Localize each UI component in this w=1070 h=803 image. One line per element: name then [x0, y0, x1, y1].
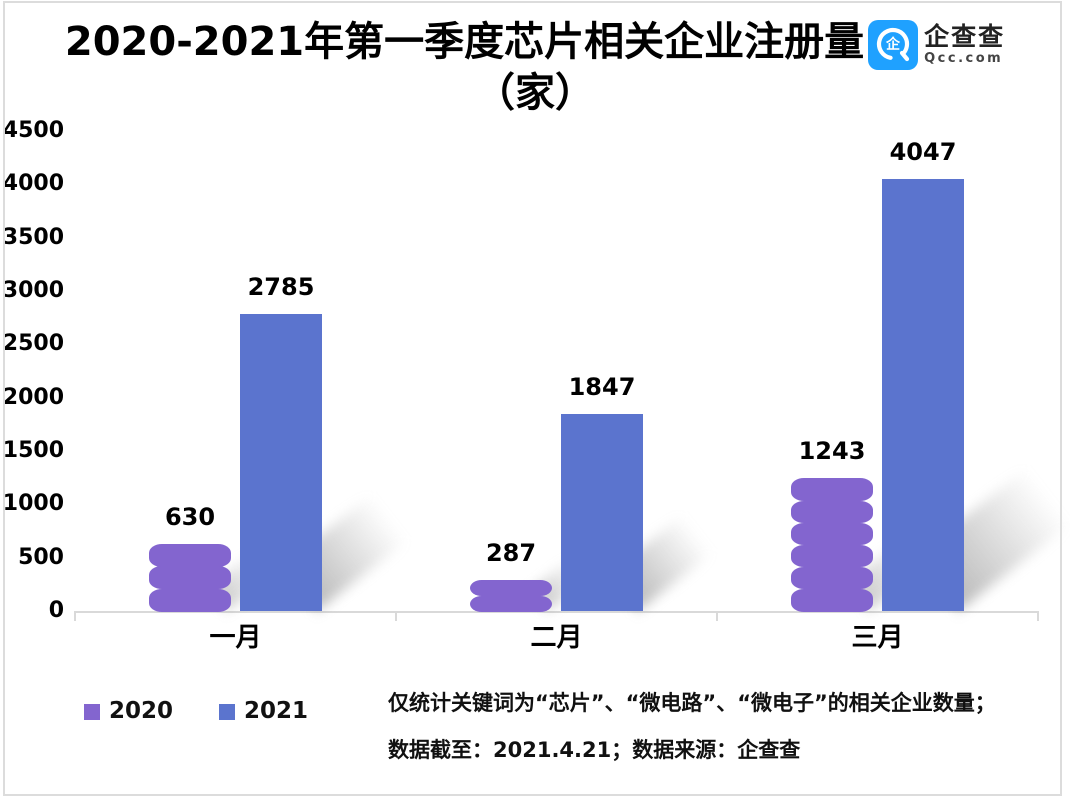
y-axis-tick-label: 3500	[2, 224, 64, 250]
logo-name: 企查查	[924, 22, 1006, 52]
bar-value-label: 1243	[798, 437, 866, 466]
legend-swatch	[219, 703, 236, 720]
bar-2020-一月	[149, 543, 231, 612]
legend-label: 2020	[109, 698, 174, 724]
bar-segment	[791, 478, 873, 502]
legend-item-2021: 2021	[219, 700, 308, 723]
y-axis-tick-label: 1000	[2, 491, 64, 517]
legend-item-2020: 2020	[84, 700, 173, 723]
footnote-line2: 数据截至：2021.4.21；数据来源：企查查	[388, 738, 801, 762]
bar-segment	[791, 500, 873, 524]
logo-domain: Qcc.com	[924, 51, 1004, 67]
bar-segment	[791, 588, 873, 612]
x-axis-tick-mark	[395, 611, 397, 621]
bar-2020-三月	[791, 478, 873, 612]
x-axis-category-label: 二月	[530, 623, 583, 653]
y-axis-tick-label: 1500	[2, 438, 64, 463]
x-axis-tick-mark	[716, 611, 718, 621]
y-axis-tick-label: 4000	[2, 171, 64, 197]
legend: 2020 2021	[84, 700, 308, 723]
bar-segment	[791, 544, 873, 568]
bar-2021-一月	[240, 313, 322, 611]
bar-value-label: 630	[164, 502, 216, 531]
bar-segment	[791, 522, 873, 546]
chart-header: 2020-2021年第一季度芯片相关企业注册量 企 企查查 Qcc.com （家…	[0, 14, 1070, 116]
footnote-line1: 仅统计关键词为“芯片”、“微电路”、“微电子”的相关企业数量；	[388, 691, 996, 715]
bar-segment	[149, 543, 231, 567]
x-axis-category-label: 三月	[851, 623, 904, 653]
legend-swatch	[84, 703, 100, 720]
y-axis-tick-label: 500	[18, 544, 64, 570]
legend-label: 2021	[244, 698, 309, 724]
bar-2020-二月	[470, 580, 552, 612]
title-row: 2020-2021年第一季度芯片相关企业注册量 企 企查查 Qcc.com	[0, 14, 1070, 70]
x-axis-tick-mark	[74, 611, 76, 621]
logo-wordmark: 企查查 Qcc.com	[924, 22, 1006, 67]
bar-value-label: 287	[485, 539, 537, 568]
svg-text:企: 企	[885, 36, 901, 53]
x-axis-line	[75, 611, 1038, 613]
y-axis-tick-label: 3000	[2, 278, 64, 303]
y-axis-tick-label: 2000	[2, 384, 64, 410]
bar-segment	[149, 588, 231, 612]
y-axis-tick-label: 2500	[2, 331, 64, 357]
bar-segment	[149, 566, 231, 590]
bar-segment	[470, 595, 552, 612]
y-axis-tick-label: 0	[48, 598, 64, 623]
qcc-logo-icon: 企	[868, 20, 919, 70]
bar-2021-三月	[882, 179, 964, 611]
x-axis-tick-mark	[1037, 611, 1039, 621]
y-axis-tick-label: 4500	[2, 118, 64, 143]
bar-segment	[470, 580, 552, 597]
chart-title: 2020-2021年第一季度芯片相关企业注册量	[64, 19, 865, 65]
x-axis-category-label: 一月	[209, 623, 262, 653]
chart-title-unit: （家）	[475, 70, 595, 116]
footnote: 仅统计关键词为“芯片”、“微电路”、“微电子”的相关企业数量； 数据截至：202…	[388, 680, 1060, 774]
bar-value-label: 4047	[889, 138, 957, 167]
qcc-logo: 企 企查查 Qcc.com	[868, 20, 1005, 70]
bar-segment	[791, 566, 873, 590]
bar-value-label: 2785	[247, 272, 315, 301]
bar-value-label: 1847	[568, 372, 636, 401]
bar-2021-二月	[561, 413, 643, 611]
